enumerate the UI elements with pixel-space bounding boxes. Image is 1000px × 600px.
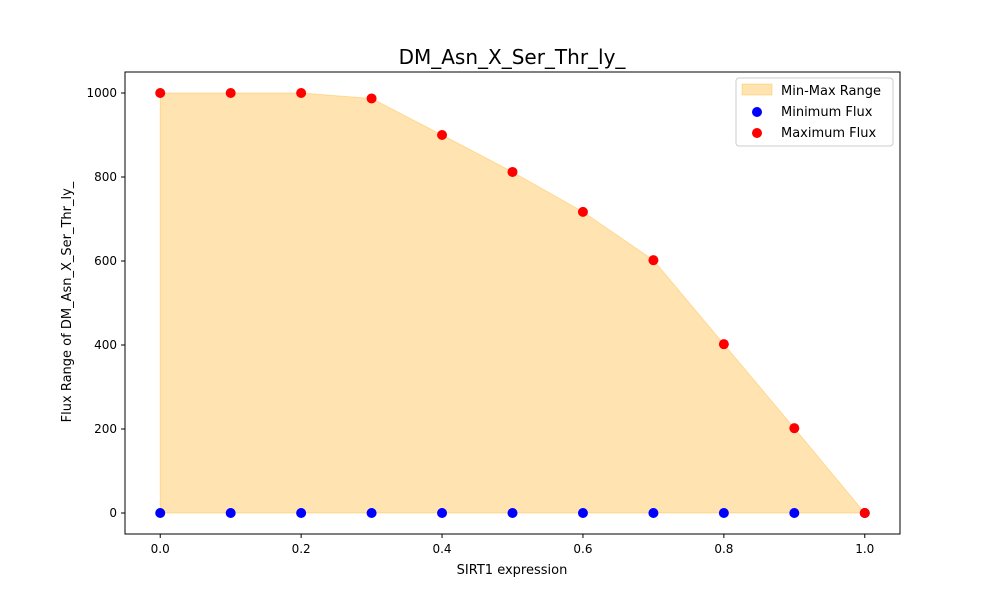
- legend-marker-maximum-flux: [752, 128, 762, 138]
- maximum-flux-point: [296, 88, 307, 98]
- minimum-flux-point: [296, 508, 307, 518]
- maximum-flux-point: [577, 206, 588, 217]
- legend-label-maximum-flux: Maximum Flux: [781, 126, 877, 141]
- y-tick-label: 1000: [86, 86, 117, 100]
- plot-area: [124, 71, 901, 535]
- maximum-flux-point: [507, 166, 518, 177]
- maximum-flux-point: [648, 255, 659, 266]
- legend-swatch-min-max-range: [741, 83, 773, 96]
- x-tick-label: 0.6: [573, 542, 592, 556]
- y-tick-label: 0: [109, 506, 117, 520]
- x-tick-label: 0.2: [292, 542, 311, 556]
- minimum-flux-point: [366, 508, 377, 518]
- maximum-flux-point: [155, 88, 166, 98]
- minimum-flux-point: [577, 508, 588, 518]
- legend-box: [735, 77, 894, 147]
- x-tick-label: 0.4: [432, 542, 451, 556]
- min-max-range-area: [159, 92, 866, 514]
- maximum-flux-point: [859, 508, 870, 518]
- x-tick-label: 0.8: [714, 542, 733, 556]
- y-axis-ticks: 0 200 400 600 800 1000: [86, 86, 125, 520]
- y-tick-label: 600: [94, 254, 117, 268]
- legend-marker-minimum-flux: [752, 107, 762, 117]
- minimum-flux-point: [155, 508, 166, 518]
- maximum-flux-point: [437, 130, 448, 140]
- minimum-flux-point: [789, 508, 800, 518]
- x-tick-label: 1.0: [855, 542, 874, 556]
- maximum-flux-point: [718, 339, 729, 350]
- minimum-flux-point: [507, 508, 518, 518]
- y-tick-label: 800: [94, 170, 117, 184]
- minimum-flux-point: [718, 508, 729, 518]
- x-axis-ticks: 0.0 0.2 0.4 0.6 0.8 1.0: [151, 534, 874, 556]
- axes-frame: [124, 71, 901, 535]
- y-tick-label: 400: [94, 338, 117, 352]
- legend-label-min-max-range: Min-Max Range: [781, 84, 881, 99]
- x-tick-label: 0.0: [151, 542, 170, 556]
- maximum-flux-point: [366, 93, 377, 104]
- legend: Min-Max Range Minimum Flux Maximum Flux: [735, 77, 894, 147]
- legend-label-minimum-flux: Minimum Flux: [781, 105, 873, 120]
- minimum-flux-point: [648, 508, 659, 518]
- minimum-flux-point: [225, 508, 236, 518]
- maximum-flux-point: [225, 88, 236, 98]
- y-axis-label: Flux Range of DM_Asn_X_Ser_Thr_ly_: [60, 181, 75, 422]
- y-tick-label: 200: [94, 422, 117, 436]
- minimum-flux-point: [437, 508, 448, 518]
- data-points: [155, 88, 870, 518]
- maximum-flux-point: [789, 423, 800, 434]
- x-axis-label: SIRT1 expression: [457, 563, 568, 578]
- chart-title: DM_Asn_X_Ser_Thr_ly_: [399, 45, 627, 69]
